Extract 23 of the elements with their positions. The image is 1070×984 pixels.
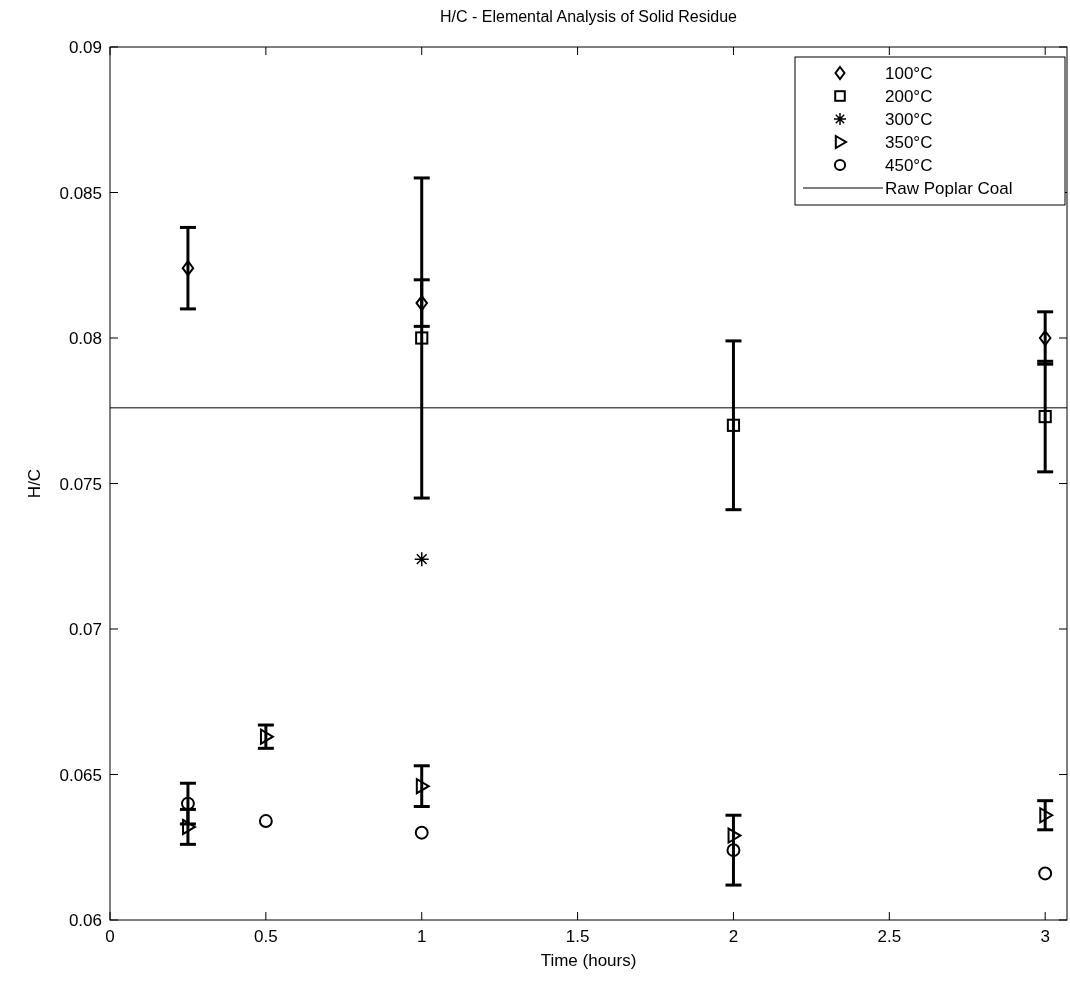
legend-label: Raw Poplar Coal [885, 179, 1013, 198]
legend-label: 350°C [885, 133, 933, 152]
x-tick-label: 1.5 [565, 927, 590, 946]
legend-label: 450°C [885, 156, 933, 175]
y-tick-label: 0.065 [59, 765, 102, 785]
legend-label: 100°C [885, 64, 933, 83]
y-tick-label: 0.07 [68, 620, 102, 639]
y-tick-label: 0.06 [68, 911, 102, 930]
legend-label: 200°C [885, 87, 933, 106]
x-tick-label: 0 [105, 927, 115, 946]
y-tick-label: 0.08 [68, 329, 102, 348]
x-tick-label: 2 [728, 927, 739, 946]
y-tick-label: 0.075 [59, 474, 102, 494]
x-tick-label: 3 [1040, 927, 1050, 946]
x-tick-label: 2.5 [877, 927, 902, 946]
legend-label: 300°C [885, 110, 933, 129]
chart-title: H/C - Elemental Analysis of Solid Residue [439, 8, 738, 25]
x-axis-title: Time (hours) [540, 951, 637, 970]
y-tick-label: 0.09 [68, 38, 102, 57]
y-axis-title: H/C [25, 468, 44, 499]
y-tick-label: 0.085 [59, 183, 102, 203]
x-tick-label: 0.5 [254, 927, 278, 946]
x-tick-label: 1 [416, 927, 427, 946]
